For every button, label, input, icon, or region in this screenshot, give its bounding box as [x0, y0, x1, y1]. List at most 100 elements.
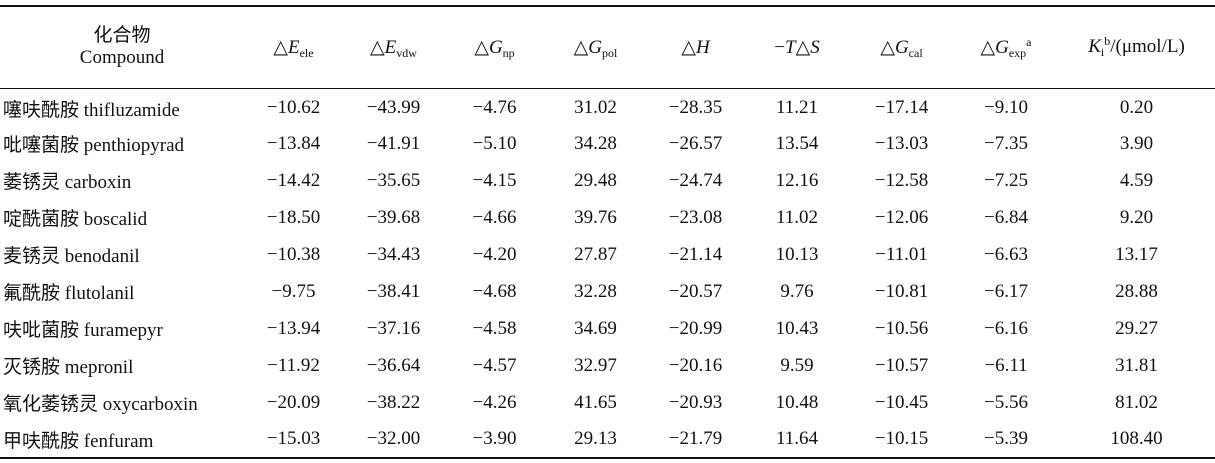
header-col-1: △Evdw: [343, 6, 444, 88]
value-cell: −20.99: [668, 317, 723, 339]
value-cell: −18.50: [266, 206, 321, 228]
header-col-6-var: G: [894, 36, 909, 58]
value-cell: 28.88: [1115, 280, 1158, 302]
value-cell: 9.76: [780, 280, 814, 302]
value-cell: −20.93: [668, 391, 723, 413]
value-cell: 29.48: [574, 169, 617, 191]
value-cell: −5.10: [472, 132, 517, 154]
compound-name-cell: 甲呋酰胺 fenfuram: [3, 430, 154, 452]
compound-name-cell: 麦锈灵 benodanil: [3, 246, 140, 267]
value-cell: −4.20: [472, 243, 517, 265]
table-row: 萎锈灵 carboxin −14.42 −35.65 −4.15 29.48 −24.74…: [0, 162, 1215, 199]
value-cell: −26.57: [668, 132, 723, 154]
value-cell: 10.13: [775, 243, 819, 265]
value-cell: −24.74: [668, 169, 723, 191]
compound-name-cell: 啶酰菌胺 boscalid: [3, 209, 148, 230]
value-cell: −23.08: [668, 206, 723, 228]
value-cell: −35.65: [366, 169, 421, 191]
value-cell: 0.20: [1119, 97, 1154, 119]
value-cell: −4.26: [472, 391, 517, 413]
value-cell: −15.03: [266, 428, 321, 449]
value-cell: −34.43: [366, 243, 421, 265]
header-col-7-var: G: [995, 36, 1009, 58]
value-cell: −13.94: [266, 317, 321, 339]
value-cell: 81.02: [1115, 391, 1158, 413]
value-cell: −4.68: [472, 280, 517, 302]
value-cell: −21.79: [668, 428, 723, 449]
value-cell: 32.97: [574, 354, 617, 376]
compound-name-cell: 呋吡菌胺 furamepyr: [3, 320, 163, 341]
header-col-2: △Gnp: [444, 6, 545, 88]
header-col-8-unit: /(μmol/L): [1110, 36, 1185, 58]
value-cell: −38.41: [366, 280, 421, 302]
header-col-8: Kib/(μmol/L): [1058, 6, 1215, 88]
compound-name-cell: 噻呋酰胺 thifluzamide: [3, 99, 180, 121]
value-cell: −36.64: [366, 354, 421, 376]
value-cell: 31.02: [574, 97, 617, 119]
value-cell: −37.16: [366, 317, 421, 339]
table-row: 灭锈胺 mepronil −11.92 −36.64 −4.57 32.97 −20.16…: [0, 347, 1215, 384]
value-cell: 11.02: [775, 206, 819, 228]
value-cell: −7.35: [984, 132, 1028, 154]
header-col-4-var: H: [695, 36, 710, 58]
header-col-3-prefix: △: [573, 36, 589, 58]
header-col-6-prefix: △: [880, 36, 895, 58]
header-col-5-var: T: [785, 36, 796, 58]
value-cell: −11.92: [267, 354, 320, 376]
header-row: 化合物 Compound △Eele △Evdw △Gnp △Gpol △H −T△S △G…: [0, 6, 1215, 88]
value-cell: −10.56: [874, 317, 929, 339]
value-cell: −39.68: [366, 206, 421, 228]
header-col-2-var: G: [488, 36, 503, 58]
value-cell: −13.03: [874, 132, 929, 154]
value-cell: 13.54: [775, 132, 819, 154]
table-row: 麦锈灵 benodanil −10.38 −34.43 −4.20 27.87 −21.1…: [0, 236, 1215, 273]
value-cell: −38.22: [366, 391, 421, 413]
header-compound: 化合物 Compound: [0, 6, 244, 88]
value-cell: −10.62: [266, 97, 321, 119]
value-cell: 34.69: [574, 317, 617, 339]
value-cell: 11.64: [775, 428, 819, 449]
compound-name-cell: 氧化萎锈灵 oxycarboxin: [3, 394, 198, 415]
value-cell: 9.59: [780, 354, 814, 376]
table-row: 甲呋酰胺 fenfuram −15.03 −32.00 −3.90 29.13 −21.7…: [0, 421, 1215, 458]
value-cell: −7.25: [984, 169, 1028, 191]
value-cell: −6.11: [984, 354, 1028, 376]
value-cell: −43.99: [366, 97, 421, 119]
header-col-0: △Eele: [244, 6, 343, 88]
header-col-8-sub: i: [1100, 45, 1105, 60]
value-cell: 9.20: [1119, 206, 1154, 228]
header-col-1-prefix: △: [370, 36, 385, 58]
value-cell: −28.35: [668, 97, 723, 119]
value-cell: −4.76: [472, 97, 517, 119]
value-cell: −10.57: [874, 354, 929, 376]
header-col-7-sub: exp: [1008, 45, 1027, 60]
table-row: 吡噻菌胺 penthiopyrad −13.84 −41.91 −5.10 34.28 −…: [0, 125, 1215, 162]
value-cell: −4.15: [472, 169, 517, 191]
value-cell: 108.40: [1110, 428, 1163, 449]
value-cell: −9.75: [271, 280, 316, 302]
value-cell: −10.15: [874, 428, 929, 449]
value-cell: −21.14: [668, 243, 723, 265]
value-cell: −4.66: [472, 206, 517, 228]
header-col-7: △Gexpa: [954, 6, 1058, 88]
value-cell: −3.90: [472, 428, 517, 449]
value-cell: 29.13: [574, 428, 617, 449]
value-cell: −9.10: [984, 97, 1028, 119]
binding-free-energy-table: 化合物 Compound △Eele △Evdw △Gnp △Gpol △H −T△S △G…: [0, 5, 1215, 459]
value-cell: 34.28: [574, 132, 617, 154]
header-col-3: △Gpol: [545, 6, 646, 88]
value-cell: −4.58: [472, 317, 517, 339]
value-cell: 10.43: [775, 317, 819, 339]
compound-name-cell: 氟酰胺 flutolanil: [3, 283, 135, 304]
value-cell: −14.42: [266, 169, 321, 191]
header-col-6-sub: cal: [908, 45, 923, 60]
value-cell: 4.59: [1119, 169, 1154, 191]
value-cell: −20.57: [668, 280, 723, 302]
header-col-0-sub: ele: [299, 45, 314, 60]
table-header: 化合物 Compound △Eele △Evdw △Gnp △Gpol △H −T△S △G…: [0, 6, 1215, 88]
value-cell: −17.14: [874, 97, 929, 119]
header-compound-en: Compound: [79, 47, 165, 69]
header-col-0-prefix: △: [273, 36, 288, 58]
value-cell: 12.16: [775, 169, 819, 191]
header-col-0-var: E: [288, 36, 300, 58]
